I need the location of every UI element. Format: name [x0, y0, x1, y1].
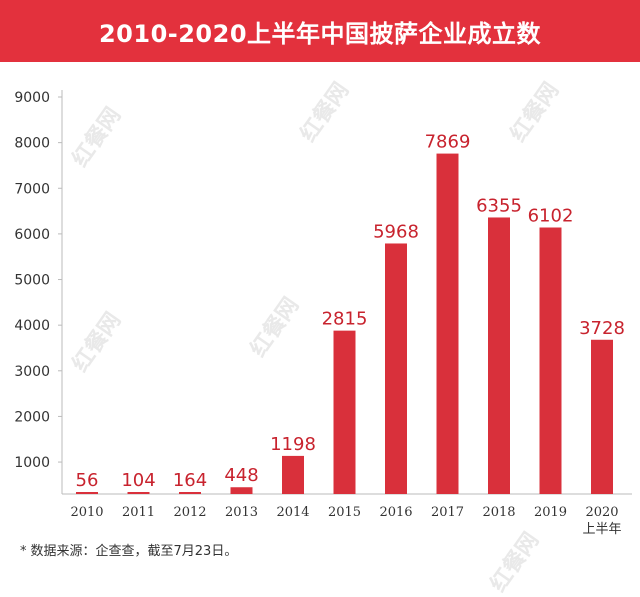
- x-tick-label: 2019: [534, 505, 567, 520]
- x-tick-label: 2012: [173, 505, 206, 520]
- data-label: 1198: [270, 434, 316, 455]
- bar: [127, 492, 150, 494]
- x-tick-label: 2014: [276, 505, 309, 520]
- x-tick-labels: 2010 2011 2012 2013 2014 2015 2016 2017 2018 2019…: [70, 505, 621, 537]
- footnote: * 数据来源：企查查，截至7月23日。: [20, 540, 237, 559]
- y-tick-label: 7000: [14, 181, 50, 197]
- bar: [76, 492, 98, 494]
- x-tick-label: 2018: [482, 505, 515, 520]
- y-tick-label: 2000: [14, 409, 50, 425]
- y-tick-label: 3000: [14, 364, 50, 380]
- bar: [436, 153, 459, 494]
- data-label: 164: [173, 470, 207, 491]
- footnote-text: 数据来源：企查查，截至7月23日。: [30, 544, 238, 559]
- title-banner: 2010-2020上半年中国披萨企业成立数: [0, 0, 640, 62]
- x-tick-label: 2020: [585, 505, 618, 520]
- asterisk-icon: *: [20, 544, 27, 559]
- y-tick-label: 6000: [14, 227, 50, 243]
- data-label: 3728: [579, 318, 625, 339]
- y-tick-label: 8000: [14, 136, 50, 152]
- data-label: 2815: [322, 309, 368, 330]
- bar: [385, 243, 407, 494]
- bar: [488, 217, 510, 494]
- y-tick-label: 1000: [14, 455, 50, 471]
- bar: [591, 339, 613, 494]
- data-label: 7869: [425, 132, 471, 153]
- x-tick-label: 2015: [328, 505, 361, 520]
- bar: [230, 487, 253, 494]
- x-tick-label: 2013: [225, 505, 258, 520]
- x-tick-label: 2016: [379, 505, 412, 520]
- x-tick-label: 2010: [70, 505, 103, 520]
- chart-title: 2010-2020上半年中国披萨企业成立数: [98, 19, 542, 48]
- y-tick-label: 9000: [14, 90, 50, 106]
- data-label: 6355: [476, 195, 522, 216]
- x-tick-label: 2017: [431, 505, 464, 520]
- data-label: 6102: [528, 206, 574, 227]
- bar: [179, 492, 201, 494]
- data-label: 104: [121, 470, 155, 491]
- x-tick-label: 2011: [122, 505, 155, 520]
- axes: 1000 2000 3000 4000 5000 6000 7000 8000 9000: [14, 90, 632, 495]
- data-label: 56: [76, 470, 99, 491]
- bar: [282, 455, 304, 494]
- data-label: 448: [224, 465, 258, 486]
- value-labels: 56 104 164 448 1198 2815 5968 7869 6355 6102 3728: [76, 132, 625, 491]
- bar: [539, 227, 562, 494]
- x-tick-label: 上半年: [582, 522, 621, 537]
- bars: [76, 153, 613, 494]
- y-tick-label: 5000: [14, 273, 50, 289]
- data-label: 5968: [373, 221, 419, 242]
- bar: [333, 330, 356, 494]
- y-tick-label: 4000: [14, 318, 50, 334]
